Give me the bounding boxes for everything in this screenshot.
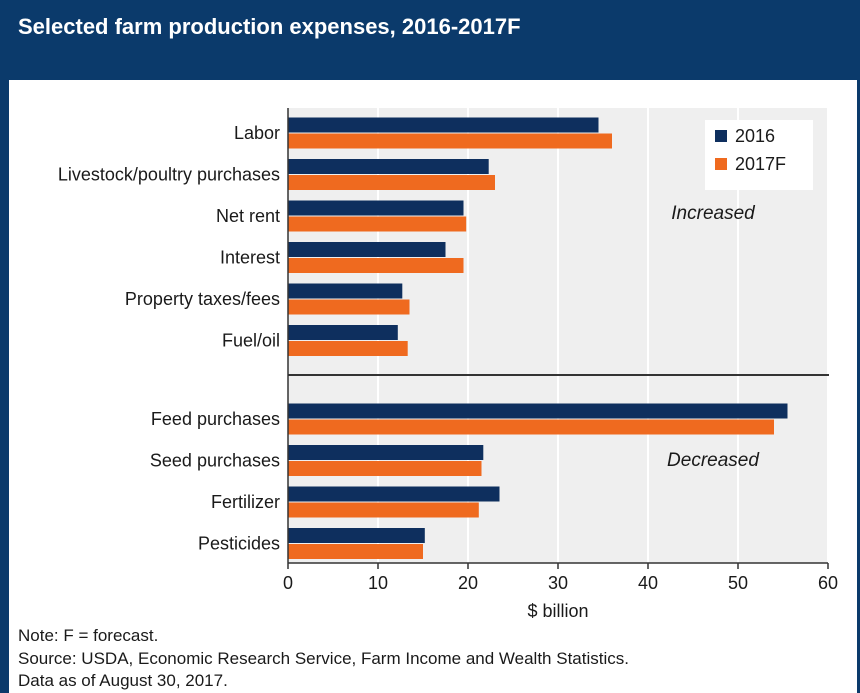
bar-2017f [288,258,464,273]
bar-2017f [288,502,479,518]
bar-2016 [288,159,489,174]
category-label: Property taxes/fees [125,289,280,309]
bar-2017f [288,544,423,559]
category-label: Interest [220,248,280,268]
bar-2017f [288,461,482,476]
bar-2016 [288,117,599,133]
x-axis-title: $ billion [527,601,588,621]
category-label: Fertilizer [211,492,280,512]
category-label: Seed purchases [150,451,280,471]
bar-2017f [288,341,408,356]
footnote-note: Note: F = forecast. [18,626,159,645]
x-tick-label: 10 [368,573,388,593]
bar-2017f [288,175,495,190]
category-label: Pesticides [198,534,280,554]
category-label: Net rent [216,206,280,226]
group-label: Decreased [667,450,760,471]
x-tick-label: 40 [638,573,658,593]
bar-2017f [288,299,410,315]
bar-2017f [288,133,612,149]
x-tick-label: 50 [728,573,748,593]
bar-2016 [288,283,403,299]
x-tick-label: 60 [818,573,838,593]
bar-2017f [288,419,774,435]
footnote-data-date: Data as of August 30, 2017. [18,671,228,690]
bar-2016 [288,325,398,340]
bar-2016 [288,242,446,257]
chart-title: Selected farm production expenses, 2016-… [18,14,521,39]
bar-2016 [288,200,464,216]
bar-2016 [288,528,425,543]
category-label: Livestock/poultry purchases [58,165,280,185]
x-tick-label: 0 [283,573,293,593]
legend-label: 2016 [735,126,775,146]
group-label: Increased [671,203,756,224]
bar-2017f [288,216,467,232]
category-label: Fuel/oil [222,331,280,351]
x-tick-label: 20 [458,573,478,593]
x-tick-label: 30 [548,573,568,593]
bar-2016 [288,486,500,502]
category-label: Feed purchases [151,409,280,429]
chart-header: Selected farm production expenses, 2016-… [0,0,860,80]
bar-2016 [288,445,484,460]
legend-swatch [715,158,727,170]
category-label: Labor [234,123,280,143]
legend-label: 2017F [735,154,786,174]
legend-swatch [715,130,727,142]
footnote-source: Source: USDA, Economic Research Service,… [18,649,629,668]
bar-2016 [288,403,788,419]
